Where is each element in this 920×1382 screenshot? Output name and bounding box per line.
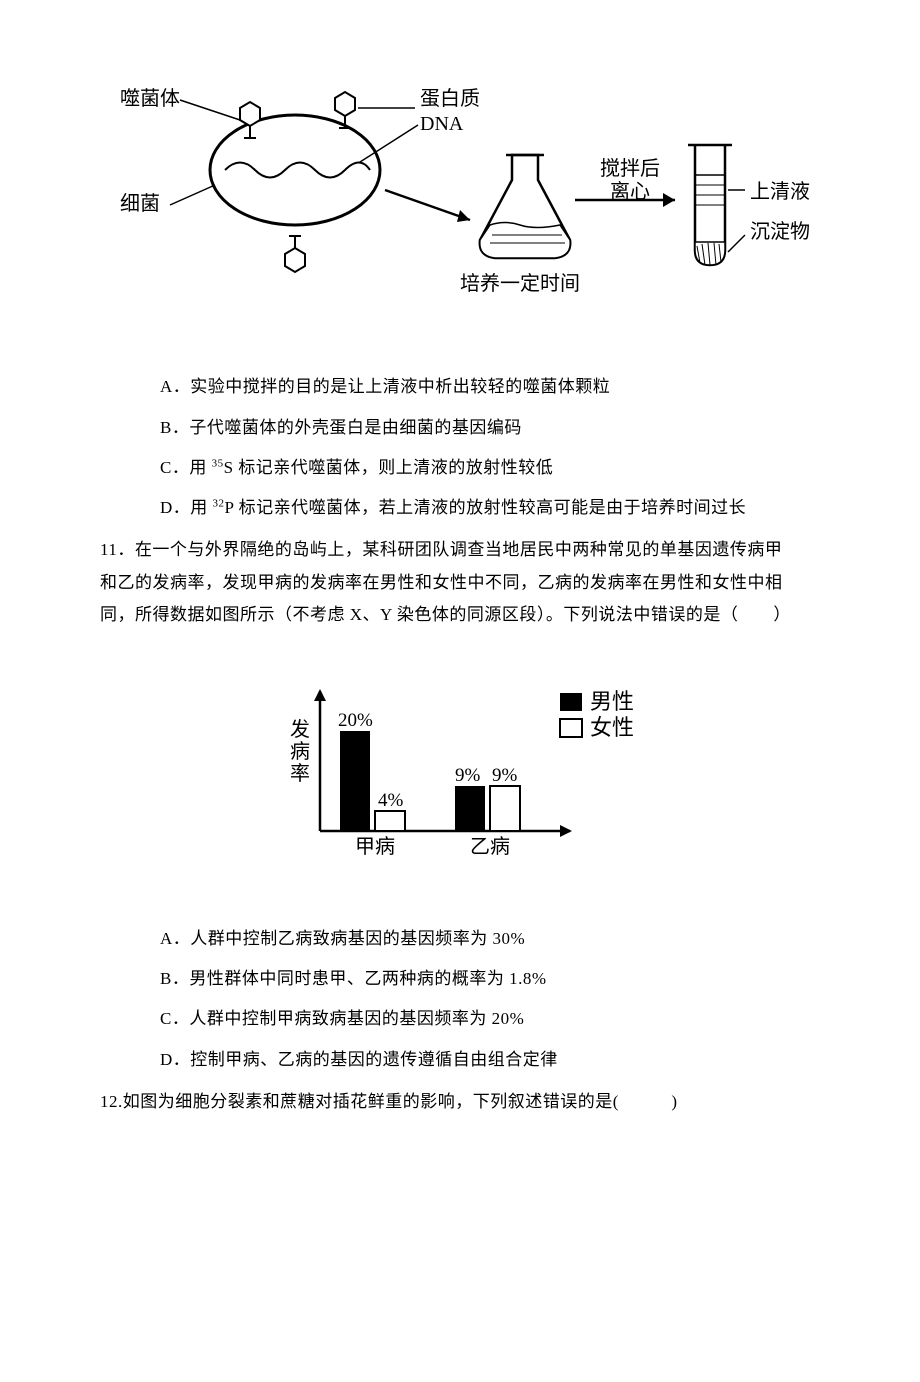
y-label-2: 病 [290,740,310,763]
val-jia-female: 4% [378,790,404,811]
phage-top-left [240,102,260,138]
q10-option-d: D．用 32P 标记亲代噬菌体，若上清液的放射性较高可能是由于培养时间过长 [160,492,820,524]
arrow-to-flask [385,190,470,220]
legend-male: 男性 [590,689,634,714]
q10-d-sup: 32 [213,498,225,510]
label-culture: 培养一定时间 [460,272,580,295]
label-bacteria: 细菌 [120,192,160,215]
q11-option-b: B．男性群体中同时患甲、乙两种病的概率为 1.8% [160,963,820,995]
label-protein: 蛋白质 [420,87,480,110]
y-label-1: 发 [290,718,310,741]
label-phage: 噬菌体 [120,87,180,110]
q11-options: A．人群中控制乙病致病基因的基因频率为 30% B．男性群体中同时患甲、乙两种病… [160,923,820,1076]
q10-d-suffix: P 标记亲代噬菌体，若上清液的放射性较高可能是由于培养时间过长 [225,498,747,517]
val-yi-female: 9% [492,765,518,786]
q11-stem: 11．在一个与外界隔绝的岛屿上，某科研团队调查当地居民中两种常见的单基因遗传病甲… [100,534,820,631]
label-precipitate: 沉淀物 [750,220,810,243]
dna-wavy [225,163,370,178]
bar-jia-female [375,811,405,831]
bacterium-oval [210,115,380,225]
q11-line1: 11．在一个与外界隔绝的岛屿上，某科研团队调查当地居民中两种常见的单基因遗传病甲 [100,534,820,566]
q10-c-prefix: C．用 [160,458,212,477]
label-dna: DNA [420,113,464,135]
q10-c-sup: 35 [212,457,224,469]
y-label-3: 率 [290,762,310,785]
flask [480,155,570,258]
phage-bottom [285,236,305,272]
q11-chart-svg: 发 病 率 20% 4% 甲病 9% 9% 乙病 男性 女性 [260,671,660,871]
label-supernatant: 上清液 [750,180,810,203]
cat-jia: 甲病 [355,835,395,858]
q11-option-a: A．人群中控制乙病致病基因的基因频率为 30% [160,923,820,955]
label-stir2: 离心 [610,180,650,203]
q12-line: 12.如图为细胞分裂素和蔗糖对插花鲜重的影响，下列叙述错误的是( ) [100,1086,820,1118]
q11-option-c: C．人群中控制甲病致病基因的基因频率为 20% [160,1003,820,1035]
q10-option-a: A．实验中搅拌的目的是让上清液中析出较轻的噬菌体颗粒 [160,371,820,403]
label-stir1: 搅拌后 [600,157,660,180]
test-tube [688,145,732,265]
bar-yi-male [455,786,485,831]
val-yi-male: 9% [455,765,481,786]
q12-stem: 12.如图为细胞分裂素和蔗糖对插花鲜重的影响，下列叙述错误的是( ) [100,1086,820,1118]
legend-female: 女性 [590,715,634,740]
q11-option-d: D．控制甲病、乙病的基因的遗传遵循自由组合定律 [160,1044,820,1076]
legend-female-swatch [560,719,582,737]
bar-yi-female [490,786,520,831]
phage-diagram-svg: 噬菌体 细菌 蛋白质 DNA [110,80,810,320]
q10-c-suffix: S 标记亲代噬菌体，则上清液的放射性较低 [224,458,554,477]
val-jia-male: 20% [338,710,373,731]
q10-d-prefix: D．用 [160,498,213,517]
cat-yi: 乙病 [470,835,510,858]
q11-line3: 同，所得数据如图所示（不考虑 X、Y 染色体的同源区段）。下列说法中错误的是（ … [100,599,820,631]
q11-line2: 和乙的发病率，发现甲病的发病率在男性和女性中不同，乙病的发病率在男性和女性中相 [100,567,820,599]
phage-experiment-diagram: 噬菌体 细菌 蛋白质 DNA [100,80,820,331]
q10-option-b: B．子代噬菌体的外壳蛋白是由细菌的基因编码 [160,412,820,444]
q10-options: A．实验中搅拌的目的是让上清液中析出较轻的噬菌体颗粒 B．子代噬菌体的外壳蛋白是… [160,371,820,524]
q10-option-c: C．用 35S 标记亲代噬菌体，则上清液的放射性较低 [160,452,820,484]
bar-jia-male [340,731,370,831]
q11-chart: 发 病 率 20% 4% 甲病 9% 9% 乙病 男性 女性 [260,671,660,882]
legend-male-swatch [560,693,582,711]
